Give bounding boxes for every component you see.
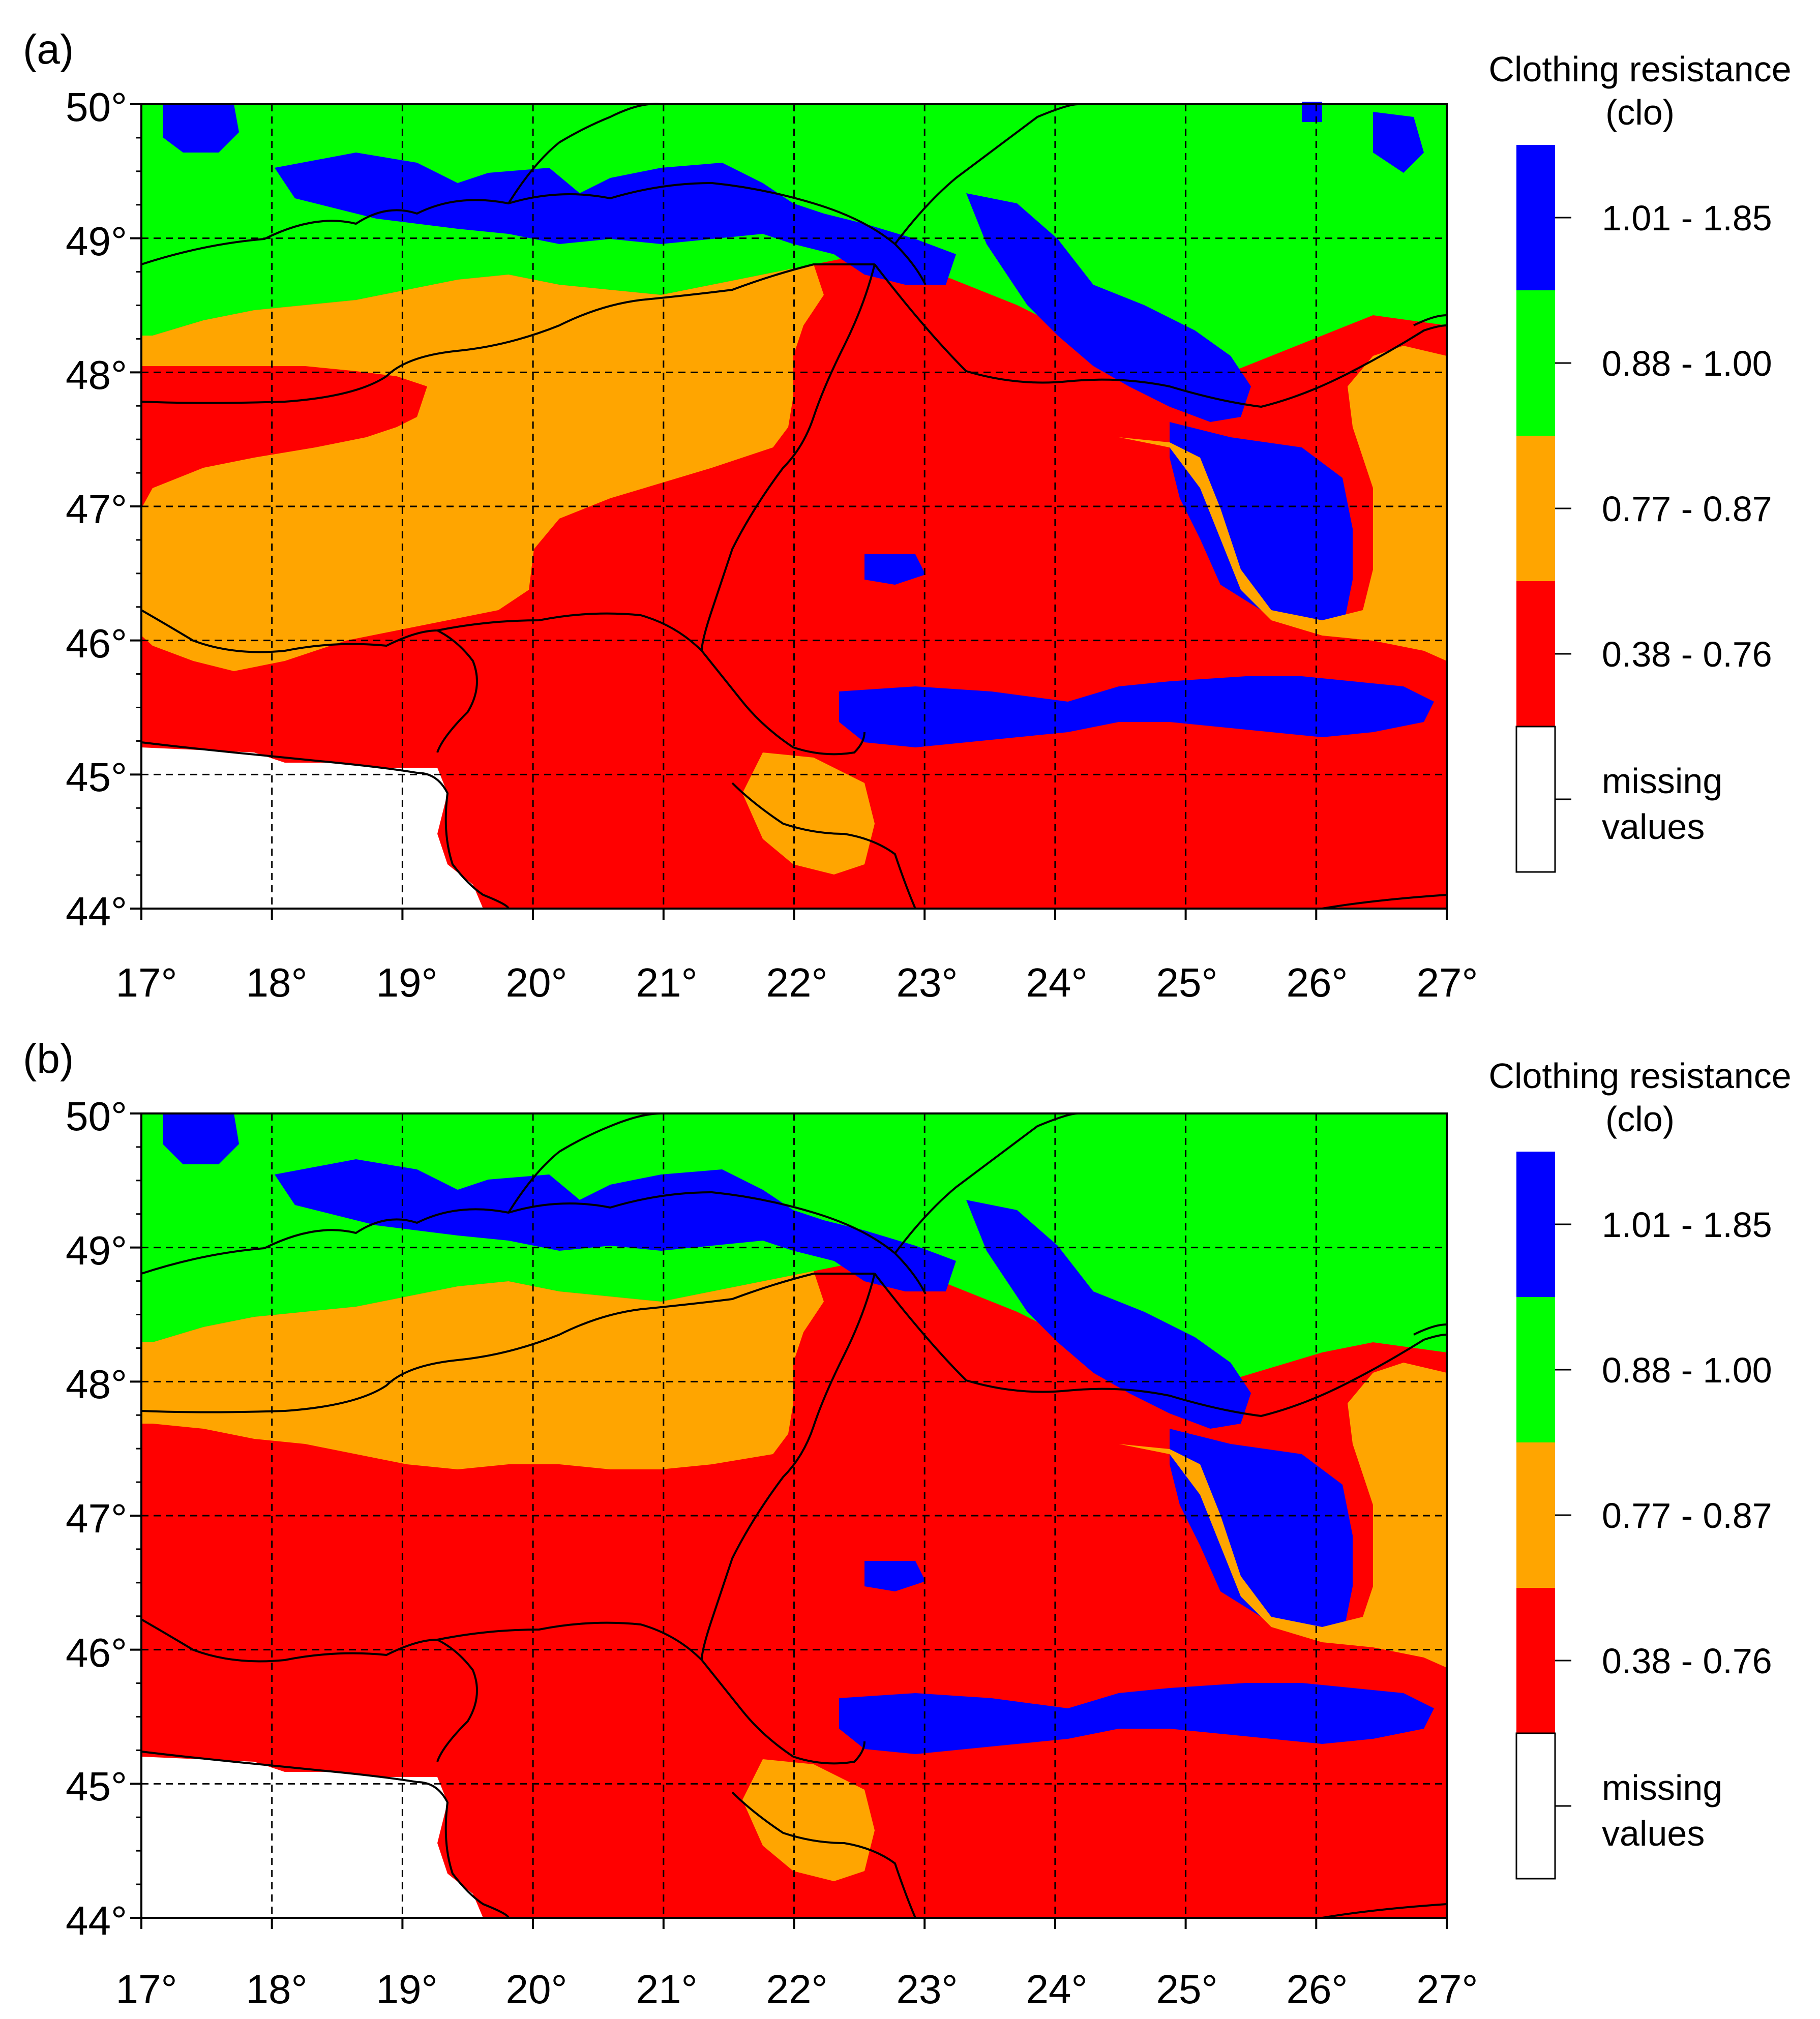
x-tick-label: 19° xyxy=(376,960,438,1005)
y-tick-label: 47° xyxy=(66,1496,127,1541)
y-tick-label: 46° xyxy=(66,1630,127,1675)
map-area-a xyxy=(130,102,1448,920)
x-tick-label: 26° xyxy=(1287,1967,1348,2012)
legend-title-unit: (clo) xyxy=(1605,1099,1675,1139)
panel-label-b: (b) xyxy=(23,1036,74,1082)
x-tick-label: 17° xyxy=(116,1967,177,2012)
y-tick-label: 50° xyxy=(66,1094,127,1139)
y-tick-label: 48° xyxy=(66,1362,127,1407)
x-tick-label: 24° xyxy=(1026,1967,1088,2012)
legend-label: values xyxy=(1602,1814,1705,1853)
x-tick-label: 25° xyxy=(1156,960,1218,1005)
legend-swatches xyxy=(1515,1152,1556,1880)
legend-label: 1.01 - 1.85 xyxy=(1602,1205,1772,1245)
x-ticks-b: 17° 18° 19° 20° 21° 22° 23° 24° 25° 26° … xyxy=(116,1967,1478,2012)
legend-label: values xyxy=(1602,807,1705,847)
legend-swatch-red xyxy=(1516,1588,1555,1733)
x-tick-label: 21° xyxy=(636,960,698,1005)
y-tick-label: 49° xyxy=(66,219,127,264)
legend-swatch-orange xyxy=(1516,436,1555,581)
x-tick-label: 20° xyxy=(506,1967,568,2012)
x-tick-label: 22° xyxy=(766,1967,828,2012)
legend-label: 0.77 - 0.87 xyxy=(1602,489,1772,529)
borders-a xyxy=(141,103,1447,910)
legend-swatches xyxy=(1515,145,1556,873)
legend-swatch-green xyxy=(1516,1297,1555,1442)
legend-ticks xyxy=(1555,1223,1571,1807)
legend-label: 0.88 - 1.00 xyxy=(1602,1350,1772,1390)
y-tick-label: 44° xyxy=(66,889,127,934)
x-tick-label: 23° xyxy=(897,960,958,1005)
legend-label: missing xyxy=(1602,1768,1722,1807)
legend-swatch-orange xyxy=(1516,1442,1555,1588)
y-tick-label: 45° xyxy=(66,1764,127,1809)
y-tick-label: 46° xyxy=(66,621,127,666)
x-tick-label: 17° xyxy=(116,960,177,1005)
legend-swatch-red xyxy=(1516,581,1555,727)
y-ticks-a: 50° 49° 48° 47° 46° 45° 44° xyxy=(66,84,127,934)
panel-b: (b) xyxy=(23,1036,1792,2012)
x-tick-label: 18° xyxy=(246,960,308,1005)
borders-b xyxy=(141,1112,1447,1919)
legend-label: 0.38 - 0.76 xyxy=(1602,635,1772,674)
x-ticks-a: 17° 18° 19° 20° 21° 22° 23° 24° 25° 26° … xyxy=(116,960,1478,1005)
legend-label: 0.77 - 0.87 xyxy=(1602,1496,1772,1535)
panel-label-a: (a) xyxy=(23,26,74,73)
panel-a: (a) xyxy=(23,26,1792,1005)
legend-b: Clothing resistance (clo) 1.01 - 1.85 0.… xyxy=(1488,1056,1792,1880)
x-tick-label: 18° xyxy=(246,1967,308,2012)
legend-label: missing xyxy=(1602,761,1722,801)
legend-swatch-missing xyxy=(1515,726,1556,873)
x-tick-label: 27° xyxy=(1417,1967,1478,2012)
x-tick-label: 19° xyxy=(376,1967,438,2012)
legend-swatch-blue xyxy=(1516,145,1555,290)
legend-label: 0.88 - 1.00 xyxy=(1602,344,1772,383)
x-tick-label: 20° xyxy=(506,960,568,1005)
x-tick-label: 21° xyxy=(636,1967,698,2012)
x-tick-label: 23° xyxy=(897,1967,958,2012)
legend-ticks xyxy=(1555,217,1571,800)
y-tick-label: 49° xyxy=(66,1228,127,1273)
legend-swatch-missing xyxy=(1515,1732,1556,1880)
x-tick-label: 22° xyxy=(766,960,828,1005)
y-tick-label: 44° xyxy=(66,1898,127,1943)
y-tick-label: 45° xyxy=(66,755,127,800)
y-tick-label: 48° xyxy=(66,352,127,398)
y-tick-label: 47° xyxy=(66,487,127,532)
legend-title: Clothing resistance xyxy=(1488,1056,1791,1096)
legend-swatch-blue xyxy=(1516,1152,1555,1297)
x-tick-label: 25° xyxy=(1156,1967,1218,2012)
legend-label: 1.01 - 1.85 xyxy=(1602,198,1772,238)
x-tick-label: 27° xyxy=(1417,960,1478,1005)
legend-swatch-green xyxy=(1516,290,1555,436)
legend-label: 0.38 - 0.76 xyxy=(1602,1641,1772,1681)
x-tick-label: 24° xyxy=(1026,960,1088,1005)
legend-a: Clothing resistance (clo) 1.01 - 1.85 0.… xyxy=(1488,49,1792,873)
map-area-b xyxy=(130,1112,1448,1929)
y-ticks-b: 50° 49° 48° 47° 46° 45° 44° xyxy=(66,1094,127,1943)
legend-title: Clothing resistance xyxy=(1488,49,1791,89)
legend-title-unit: (clo) xyxy=(1605,93,1675,132)
x-tick-label: 26° xyxy=(1287,960,1348,1005)
y-tick-label: 50° xyxy=(66,84,127,130)
